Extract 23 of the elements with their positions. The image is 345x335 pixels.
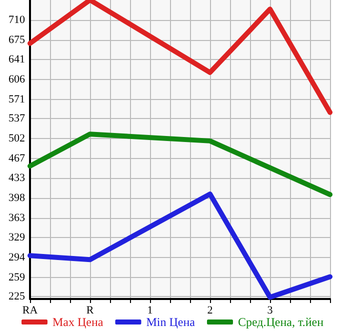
y-tick-label: 294 xyxy=(8,251,26,264)
y-tick-label: 398 xyxy=(8,192,26,204)
legend-label: Max Цена xyxy=(52,315,104,329)
y-tick-label: 433 xyxy=(8,172,26,184)
y-tick-label: 225 xyxy=(8,290,26,303)
y-tick-label: 363 xyxy=(8,212,26,224)
x-tick-label: 1 xyxy=(147,304,153,316)
x-tick-label: R xyxy=(86,304,94,316)
y-tick-label: 502 xyxy=(8,132,25,145)
y-tick-label: 675 xyxy=(8,34,26,46)
legend-label: Сред.Цена, т.йен xyxy=(238,315,324,329)
y-tick-label: 606 xyxy=(8,73,26,86)
y-tick-label: 571 xyxy=(8,93,25,106)
y-tick-label: 537 xyxy=(8,112,26,125)
x-tick-label: 2 xyxy=(207,304,213,316)
y-tick-label: 259 xyxy=(8,271,26,284)
x-tick-label: RA xyxy=(22,304,38,316)
x-tick-label: 3 xyxy=(267,304,274,316)
legend-label: Min Цена xyxy=(146,315,196,329)
y-tick-label: 329 xyxy=(8,231,26,244)
y-tick-label: 467 xyxy=(8,152,26,165)
y-tick-label: 641 xyxy=(8,53,25,66)
y-tick-label: 710 xyxy=(8,14,26,26)
